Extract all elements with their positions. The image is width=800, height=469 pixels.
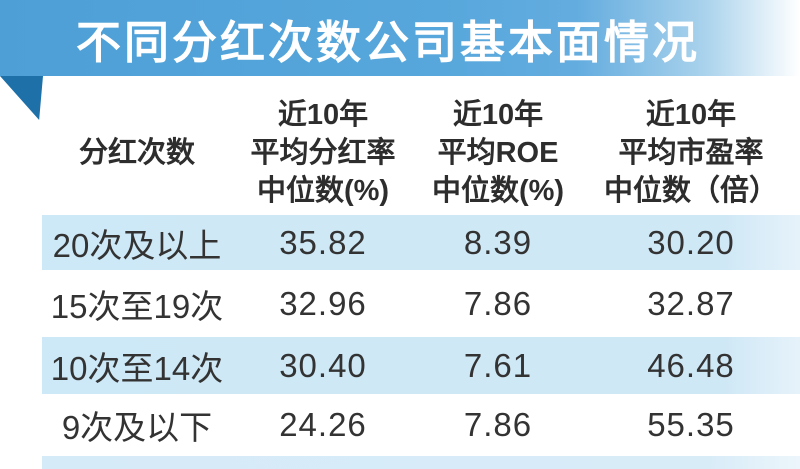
ribbon-fold-triangle-icon	[0, 76, 43, 120]
roe-cell: 7.86	[463, 406, 533, 443]
header-line: 中位数(%)	[431, 174, 565, 207]
table-header-row: 分红次数 近10年 平均分红率 中位数(%) 近10年 平均ROE 中位数(%)…	[42, 76, 800, 215]
header-line: 近10年	[645, 98, 737, 131]
row-label-cell: 9次及以下	[61, 409, 213, 446]
pe-cell: 30.20	[647, 223, 735, 261]
header-line: 平均市盈率	[618, 136, 764, 169]
header-cell-dividend-count: 分红次数	[42, 134, 232, 172]
table-row: 10次至14次 30.40 7.61 46.48	[42, 337, 800, 394]
header-line: 近10年	[277, 98, 369, 131]
table-row: 15次至19次 32.96 7.86 32.87	[42, 270, 800, 337]
table-row: 20次及以上 35.82 8.39 30.20	[42, 215, 800, 270]
dividend-rate-cell: 24.26	[279, 406, 367, 443]
roe-cell: 7.61	[463, 346, 533, 384]
title-banner: 不同分红次数公司基本面情况	[0, 0, 800, 76]
fundamentals-table: 分红次数 近10年 平均分红率 中位数(%) 近10年 平均ROE 中位数(%)…	[42, 76, 800, 456]
cutoff-next-row-band	[42, 456, 800, 469]
roe-cell: 7.86	[463, 284, 533, 322]
table-row: 9次及以下 24.26 7.86 55.35	[42, 394, 800, 456]
roe-cell: 8.39	[463, 223, 533, 261]
pe-cell: 46.48	[647, 346, 735, 384]
header-cell-roe: 近10年 平均ROE 中位数(%)	[414, 96, 582, 210]
header-line: 分红次数	[78, 136, 195, 169]
dividend-rate-cell: 30.40	[279, 346, 367, 384]
header-line: 平均分红率	[250, 136, 396, 169]
pe-cell: 55.35	[647, 406, 735, 443]
row-label-cell: 15次至19次	[50, 287, 224, 325]
header-line: 平均ROE	[437, 136, 559, 169]
row-label-cell: 20次及以上	[52, 226, 222, 264]
row-label-cell: 10次至14次	[50, 349, 224, 387]
page-title: 不同分红次数公司基本面情况	[75, 16, 700, 68]
pe-cell: 32.87	[647, 284, 735, 322]
header-line: 中位数(%)	[256, 174, 390, 207]
header-cell-pe: 近10年 平均市盈率 中位数（倍）	[582, 96, 800, 210]
dividend-rate-cell: 35.82	[279, 223, 367, 261]
header-line: 中位数（倍）	[603, 174, 778, 207]
dividend-rate-cell: 32.96	[279, 284, 367, 322]
header-cell-dividend-rate: 近10年 平均分红率 中位数(%)	[232, 96, 414, 210]
header-line: 近10年	[452, 98, 544, 131]
